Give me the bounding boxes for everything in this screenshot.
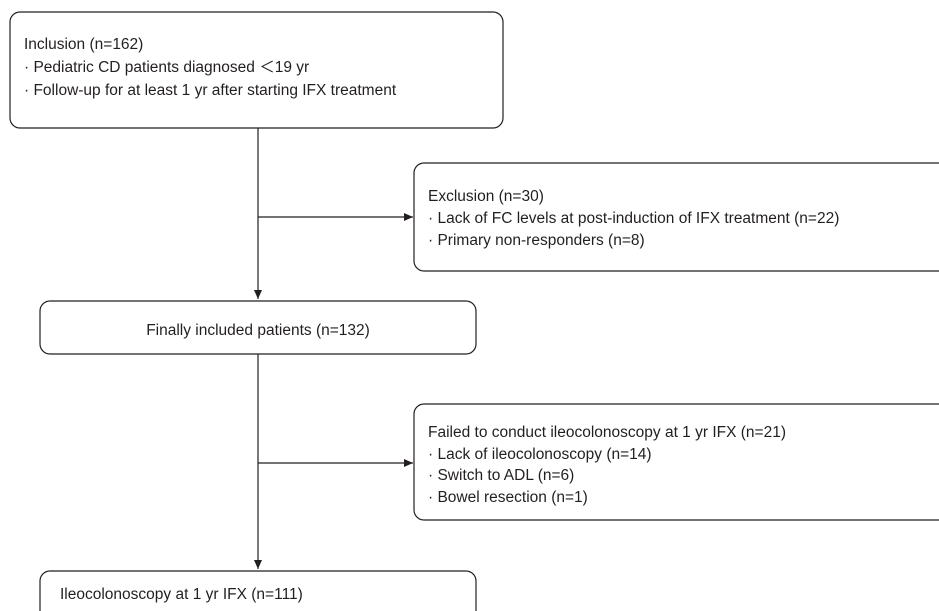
box-item: · Follow-up for at least 1 yr after star…	[24, 82, 397, 99]
box	[39, 300, 477, 355]
box	[413, 403, 939, 521]
box-title: Ileocolonoscopy at 1 yr IFX (n=111)	[60, 586, 303, 603]
box-title: Failed to conduct ileocolonoscopy at 1 y…	[428, 424, 786, 441]
box-item: · Pediatric CD patients diagnosed ＜19 yr	[24, 59, 309, 76]
box-item: · Switch to ADL (n=6)	[428, 467, 574, 484]
box-item: · Lack of ileocolonoscopy (n=14)	[428, 446, 652, 463]
box	[39, 570, 477, 611]
box-item: · Primary non-responders (n=8)	[428, 232, 645, 249]
box	[413, 162, 939, 272]
box-title: Exclusion (n=30)	[428, 188, 544, 205]
box-item: · Lack of FC levels at post-induction of…	[428, 210, 839, 227]
box-item: · Bowel resection (n=1)	[428, 489, 588, 506]
box-title: Finally included patients (n=132)	[146, 322, 370, 339]
box-title: Inclusion (n=162)	[24, 36, 143, 53]
box	[9, 11, 504, 129]
